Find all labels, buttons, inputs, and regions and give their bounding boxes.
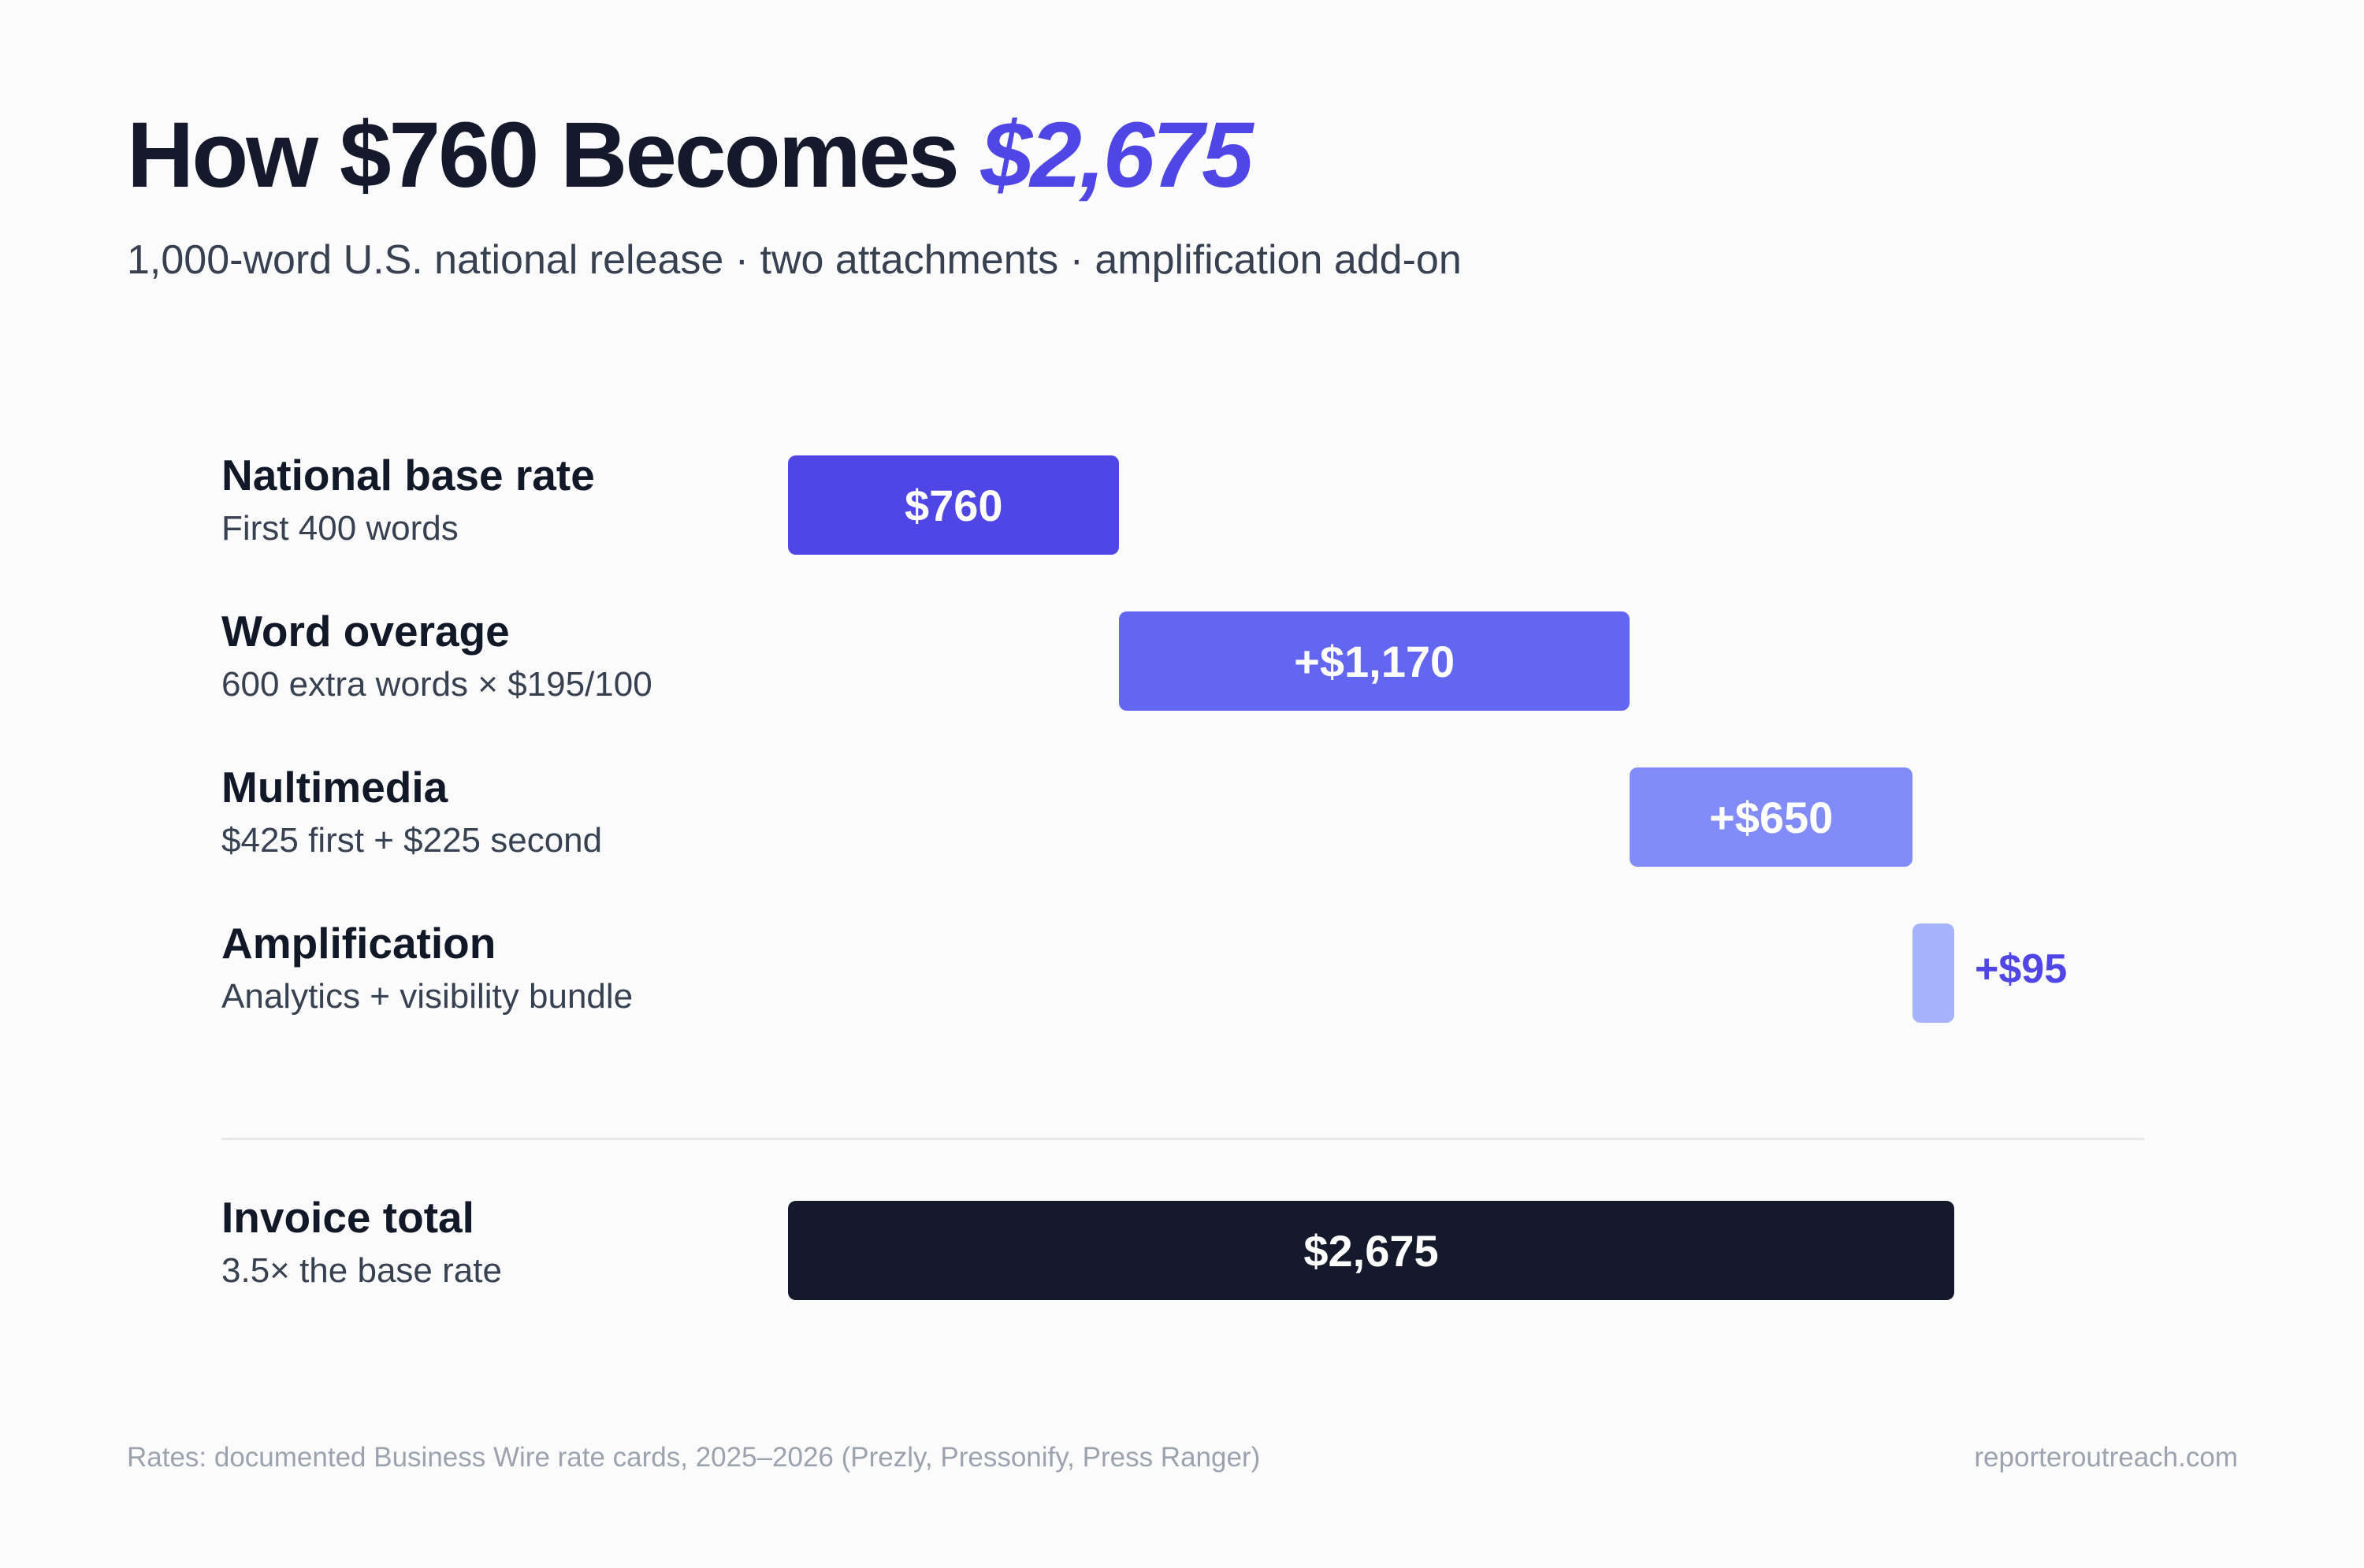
category-label: National base rate: [221, 451, 595, 500]
waterfall-bar: +$650: [1629, 767, 1913, 867]
bar-value-label: +$95: [1975, 946, 2068, 992]
total-label: Invoice total: [221, 1193, 474, 1242]
category-detail: First 400 words: [221, 509, 459, 548]
bar-value-label: +$1,170: [1294, 636, 1455, 686]
title-accent: $2,675: [980, 103, 1254, 207]
row-label-group: Multimedia $425 first + $225 second: [221, 761, 602, 860]
total-bar: $2,675: [788, 1201, 1954, 1300]
page-title: How $760 Becomes $2,675: [127, 102, 1254, 210]
waterfall-bar: $760: [788, 455, 1120, 555]
category-detail: 600 extra words × $195/100: [221, 665, 652, 704]
bar-value-label: +$650: [1708, 792, 1834, 842]
page-subtitle: 1,000-word U.S. national release · two a…: [127, 237, 1462, 283]
category-detail: Analytics + visibility bundle: [221, 977, 634, 1016]
total-bar-value: $2,675: [1303, 1225, 1439, 1276]
row-label-group: Word overage 600 extra words × $195/100: [221, 605, 652, 704]
total-label-group: Invoice total 3.5× the base rate: [221, 1191, 502, 1291]
bar-value-label: $760: [904, 480, 1003, 530]
total-detail: 3.5× the base rate: [221, 1251, 502, 1290]
site-credit: reporteroutreach.com: [1974, 1442, 2238, 1473]
category-label: Word overage: [221, 607, 510, 656]
category-label: Multimedia: [221, 763, 448, 812]
total-divider: [221, 1138, 2144, 1140]
source-note: Rates: documented Business Wire rate car…: [127, 1442, 1261, 1473]
category-label: Amplification: [221, 919, 496, 968]
row-label-group: National base rate First 400 words: [221, 449, 595, 548]
row-label-group: Amplification Analytics + visibility bund…: [221, 917, 633, 1016]
waterfall-bar: +$1,170: [1119, 611, 1630, 711]
title-prefix: How $760 Becomes: [127, 103, 960, 207]
category-detail: $425 first + $225 second: [221, 821, 603, 860]
waterfall-bar: [1912, 923, 1954, 1023]
